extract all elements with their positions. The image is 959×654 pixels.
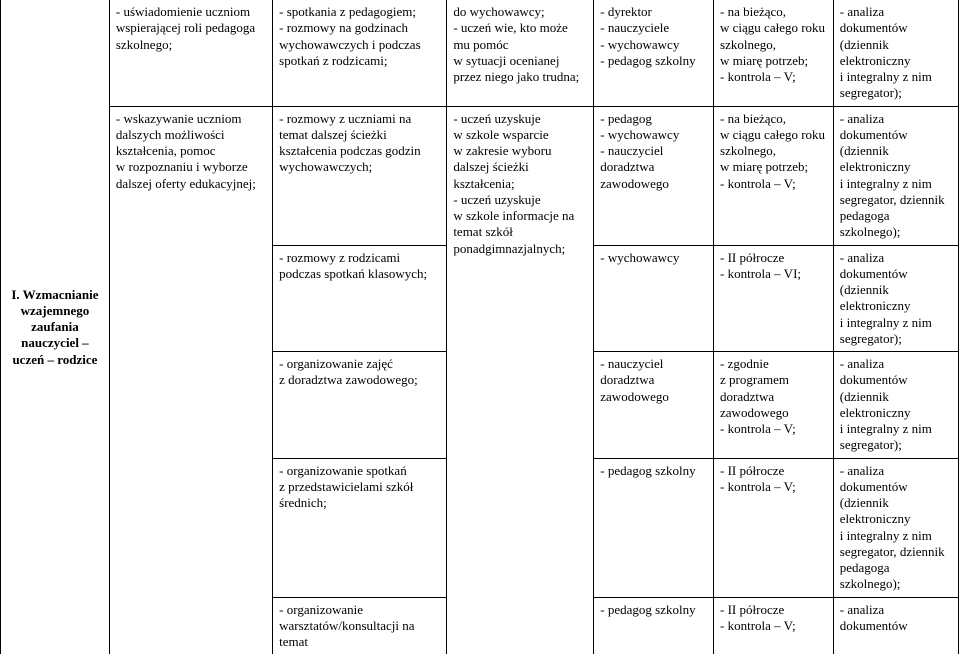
cell-c2-r2d: - organizowanie spotkańz przedstawiciela… — [273, 458, 447, 597]
cell-c2-r1: - spotkania z pedagogiem;- rozmowy na go… — [273, 0, 447, 106]
cell-c6-r1: - analiza dokumentów (dziennik elektroni… — [833, 0, 958, 106]
cell-c4-r2b: - wychowawcy — [594, 245, 714, 352]
cell-c3-r2: - uczeń uzyskujew szkole wsparciew zakre… — [447, 106, 594, 654]
cell-c3-r1: do wychowawcy;- uczeń wie, kto może mu p… — [447, 0, 594, 106]
cell-c4-r2a: - pedagog- wychowawcy- nauczyciel doradz… — [594, 106, 714, 245]
cell-c6-r2d: - analiza dokumentów (dziennik elektroni… — [833, 458, 958, 597]
cell-c5-r2d: - II półrocze- kontrola – V; — [714, 458, 834, 597]
cell-c2-r2c: - organizowanie zajęćz doradztwa zawodow… — [273, 352, 447, 459]
row-heading-cell: I. Wzmacnianie wzajemnego zaufania naucz… — [1, 0, 110, 654]
cell-c2-r2a: - rozmowy z uczniami na temat dalszej śc… — [273, 106, 447, 245]
row-heading: I. Wzmacnianie wzajemnego zaufania naucz… — [11, 287, 98, 367]
plan-table: I. Wzmacnianie wzajemnego zaufania naucz… — [0, 0, 959, 654]
cell-c4-r2d: - pedagog szkolny — [594, 458, 714, 597]
cell-c1-r1: - uświadomienie uczniom wspierającej rol… — [109, 0, 272, 106]
cell-c1-r2: - wskazywanie uczniom dalszych możliwośc… — [109, 106, 272, 654]
cell-c5-r2c: - zgodniez programem doradztwa zawodoweg… — [714, 352, 834, 459]
cell-c6-r2b: - analiza dokumentów (dziennik elektroni… — [833, 245, 958, 352]
cell-c5-r2b: - II półrocze- kontrola – VI; — [714, 245, 834, 352]
cell-c6-r2e: - analiza dokumentów — [833, 597, 958, 654]
cell-c2-r2b: - rozmowy z rodzicami podczas spotkań kl… — [273, 245, 447, 352]
table-row: - wskazywanie uczniom dalszych możliwośc… — [1, 106, 959, 245]
cell-c6-r2a: - analiza dokumentów (dziennik elektroni… — [833, 106, 958, 245]
cell-c6-r2c: - analiza dokumentów (dziennik elektroni… — [833, 352, 958, 459]
cell-c5-r2e: - II półrocze- kontrola – V; — [714, 597, 834, 654]
cell-c2-r2e: - organizowanie warsztatów/konsultacji n… — [273, 597, 447, 654]
table-row: I. Wzmacnianie wzajemnego zaufania naucz… — [1, 0, 959, 106]
cell-c4-r2e: - pedagog szkolny — [594, 597, 714, 654]
cell-c4-r1: - dyrektor- nauczyciele- wychowawcy- ped… — [594, 0, 714, 106]
cell-c5-r1: - na bieżąco,w ciągu całego roku szkolne… — [714, 0, 834, 106]
cell-c5-r2a: - na bieżąco,w ciągu całego roku szkolne… — [714, 106, 834, 245]
cell-c4-r2c: - nauczyciel doradztwa zawodowego — [594, 352, 714, 459]
